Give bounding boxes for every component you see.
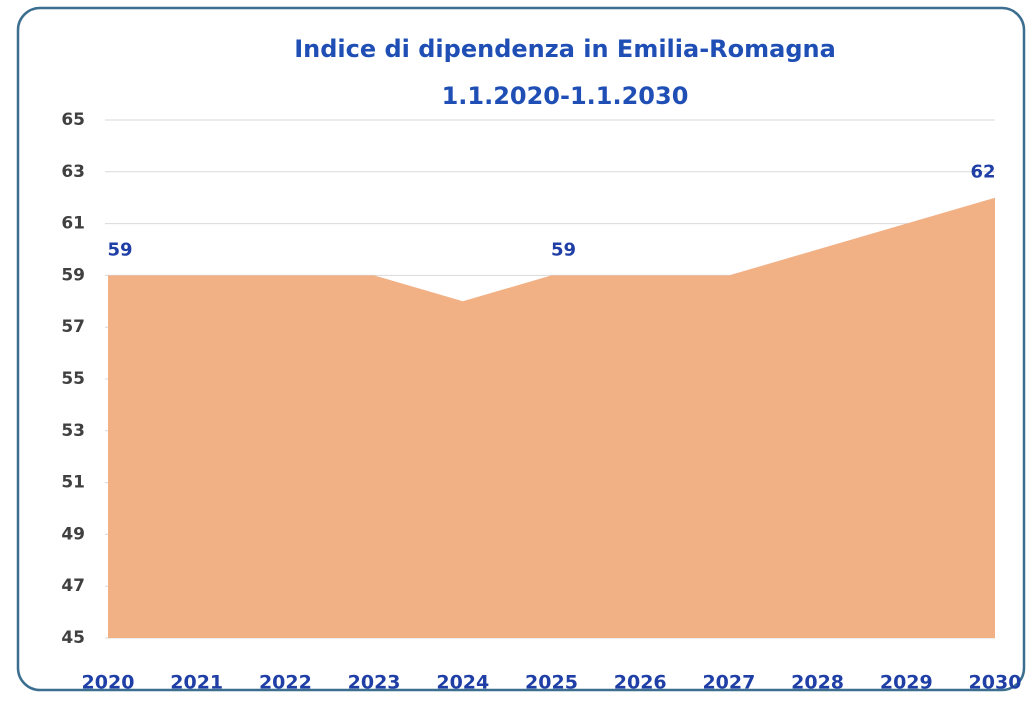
data-label: 59: [551, 239, 576, 260]
x-tick-label: 2021: [170, 672, 223, 694]
y-tick-label: 65: [61, 110, 85, 130]
y-tick-label: 63: [61, 162, 85, 182]
x-tick-label: 2020: [82, 672, 135, 694]
y-tick-label: 51: [61, 473, 85, 493]
data-label: 62: [970, 162, 995, 183]
data-label: 59: [107, 239, 132, 260]
x-tick-label: 2026: [614, 672, 667, 694]
x-tick-label: 2027: [702, 672, 755, 694]
y-tick-label: 55: [61, 369, 85, 389]
x-tick-label: 2030: [969, 672, 1022, 694]
y-tick-label: 49: [61, 524, 85, 544]
x-tick-label: 2024: [436, 672, 489, 694]
y-tick-label: 45: [61, 628, 85, 648]
x-tick-label: 2023: [348, 672, 401, 694]
y-tick-label: 61: [61, 214, 85, 234]
x-tick-label: 2029: [880, 672, 933, 694]
x-tick-label: 2028: [791, 672, 844, 694]
chart-subtitle: 1.1.2020-1.1.2030: [442, 82, 689, 110]
y-tick-label: 47: [61, 576, 85, 596]
y-tick-label: 53: [61, 421, 85, 441]
x-tick-label: 2025: [525, 672, 578, 694]
chart-title: Indice di dipendenza in Emilia-Romagna: [294, 35, 836, 63]
x-tick-label: 2022: [259, 672, 312, 694]
area: [108, 197, 995, 638]
y-tick-label: 59: [61, 265, 85, 285]
y-tick-label: 57: [61, 317, 85, 337]
